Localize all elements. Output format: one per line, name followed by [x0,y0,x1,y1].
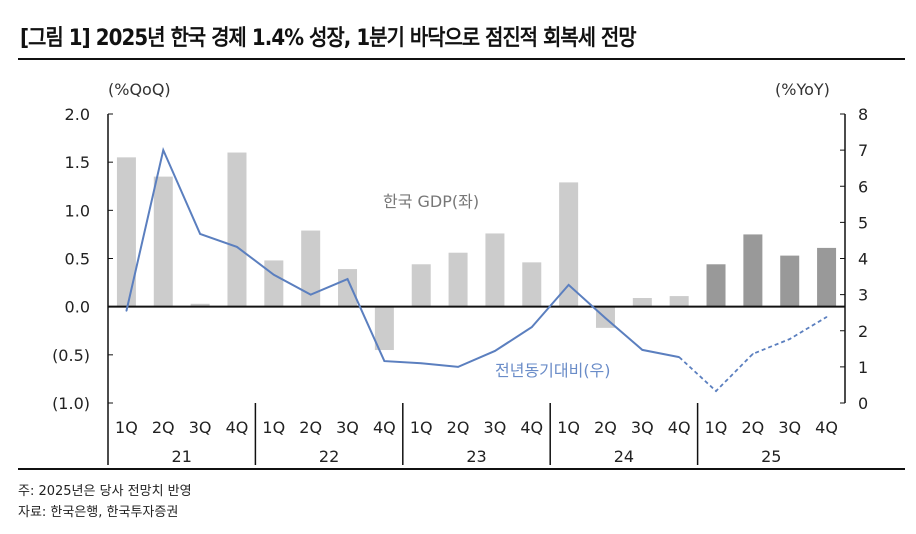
quarter-label: 2Q [594,418,617,437]
yoy-point [199,233,201,235]
yoy-point [494,350,496,352]
right-tick-label: 4 [858,250,868,269]
yoy-point [309,293,312,296]
yoy-point [162,149,165,151]
yoy-point [273,273,275,276]
yoy-line [125,146,680,368]
yoy-point [641,349,644,351]
quarter-label: 2Q [447,418,470,437]
quarter-label: 4Q [226,418,249,437]
quarter-label: 4Q [815,418,838,437]
gdp-bar [301,230,321,307]
yoy-point [383,360,386,362]
gdp-bar [448,252,468,307]
gdp-bar [743,234,763,307]
yoy-point [715,390,717,392]
yoy-point [346,278,349,280]
gdp-bar [116,157,136,307]
gdp-bar [706,264,726,307]
quarter-label: 3Q [631,418,654,437]
left-tick-label: (0.5) [52,346,90,365]
source-text: 자료: 한국은행, 한국투자증권 [18,505,179,520]
gdp-bar [522,262,542,307]
gdp-bar [227,152,247,307]
gdp-bar [338,269,358,307]
gdp-bar [374,306,394,351]
right-tick-label: 0 [858,394,868,413]
quarter-label: 3Q [484,418,507,437]
gdp-bar [190,303,210,307]
gdp-bar [411,264,431,307]
left-tick-label: (1.0) [52,394,90,413]
year-label: 24 [614,447,634,466]
chart-title: [그림 1] 2025년 한국 경제 1.4% 성장, 1분기 바닥으로 점진적… [20,26,637,51]
yoy-forecast-line [678,316,828,393]
quarter-label: 1Q [705,418,728,437]
yoy-point [604,317,607,319]
gdp-bar [817,247,837,307]
quarter-label: 4Q [668,418,691,437]
year-label: 23 [466,447,486,466]
yoy-point [457,366,459,368]
yoy-point [125,310,128,312]
right-tick-label: 5 [858,213,868,232]
quarter-label: 3Q [778,418,801,437]
yoy-point [567,284,570,286]
quarter-label: 4Q [520,418,543,437]
right-tick-label: 3 [858,286,868,305]
yoy-point [788,338,791,340]
yoy-point [236,246,238,248]
gdp-bar [264,260,284,307]
gdp-bar [780,255,800,307]
gdp-series-label: 한국 GDP(좌) [383,192,479,211]
right-tick-label: 7 [858,141,868,160]
quarter-label: 4Q [373,418,396,437]
chart-notes: 주: 2025년은 당사 전망치 반영 자료: 한국은행, 한국투자증권 [18,481,192,523]
right-axis-label: (%YoY) [775,80,830,99]
year-label: 21 [172,447,192,466]
gdp-bar [559,182,579,307]
left-tick-label: 1.0 [65,201,90,220]
gdp-bar [669,296,689,307]
yoy-point [752,353,754,355]
quarter-label: 1Q [262,418,285,437]
year-label: 25 [761,447,781,466]
gdp-bar [153,176,173,307]
note-text: 주: 2025년은 당사 전망치 반영 [18,484,192,499]
quarter-label: 2Q [152,418,175,437]
quarter-label: 1Q [557,418,580,437]
quarter-label: 2Q [299,418,322,437]
quarter-label: 1Q [115,418,138,437]
left-tick-label: 1.5 [65,153,90,172]
year-label: 22 [319,447,339,466]
quarter-label: 3Q [336,418,359,437]
yoy-series-label: 전년동기대비(우) [495,361,611,380]
yoy-point [825,316,828,318]
right-tick-label: 1 [858,358,868,377]
right-tick-label: 6 [858,177,868,196]
gdp-bar [485,233,505,307]
right-tick-label: 8 [858,105,868,124]
quarter-label: 3Q [189,418,212,437]
left-axis-label: (%QoQ) [108,80,171,99]
yoy-point [420,362,423,365]
yoy-point [530,326,533,328]
left-tick-label: 2.0 [65,105,90,124]
left-tick-label: 0.0 [65,298,90,317]
quarter-label: 2Q [741,418,764,437]
right-tick-label: 2 [858,322,868,341]
gdp-bar [632,297,652,307]
left-tick-label: 0.5 [65,250,90,269]
quarter-label: 1Q [410,418,433,437]
yoy-point [678,356,680,358]
